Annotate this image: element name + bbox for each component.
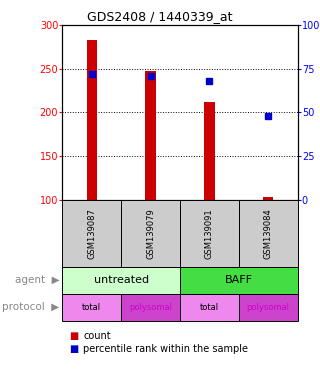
Text: total: total <box>82 303 101 312</box>
Text: count: count <box>83 331 111 341</box>
Text: untreated: untreated <box>94 275 149 285</box>
Bar <box>145 71 156 200</box>
Text: GSM139091: GSM139091 <box>205 208 214 258</box>
Text: BAFF: BAFF <box>225 275 253 285</box>
Text: GDS2408 / 1440339_at: GDS2408 / 1440339_at <box>87 10 233 23</box>
Text: ■: ■ <box>69 331 78 341</box>
Bar <box>204 102 215 200</box>
Text: percentile rank within the sample: percentile rank within the sample <box>83 344 248 354</box>
Text: polysomal: polysomal <box>247 303 290 312</box>
Text: GSM139084: GSM139084 <box>264 208 273 259</box>
Text: total: total <box>200 303 219 312</box>
Text: ■: ■ <box>69 344 78 354</box>
Text: GSM139079: GSM139079 <box>146 208 155 259</box>
Text: agent  ▶: agent ▶ <box>15 275 59 285</box>
Text: polysomal: polysomal <box>129 303 172 312</box>
Bar <box>86 40 97 200</box>
Text: protocol  ▶: protocol ▶ <box>2 302 59 312</box>
Bar <box>263 197 274 200</box>
Text: GSM139087: GSM139087 <box>87 208 96 259</box>
